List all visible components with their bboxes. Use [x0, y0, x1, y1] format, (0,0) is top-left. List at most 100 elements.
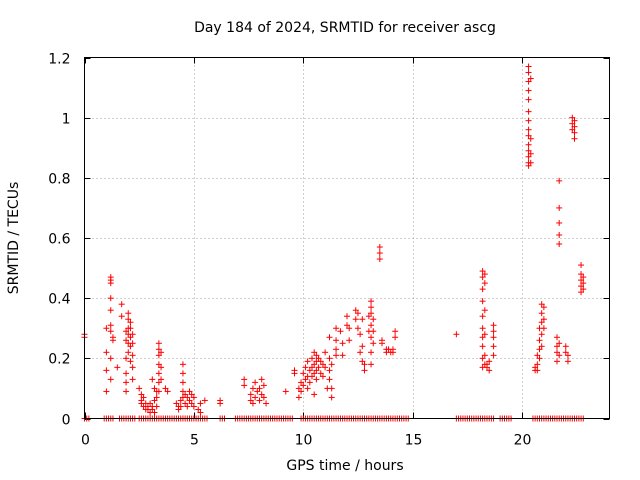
data-point — [123, 328, 130, 335]
data-point — [339, 340, 346, 347]
data-point — [479, 274, 486, 281]
data-point — [337, 328, 344, 335]
data-point — [103, 325, 110, 332]
data-point — [295, 394, 302, 401]
y-tick-label: 0.4 — [48, 292, 70, 308]
data-point — [179, 361, 186, 368]
y-tick-label: 0 — [62, 413, 71, 429]
y-tick-label: 0.6 — [48, 232, 70, 248]
data-point — [481, 331, 488, 338]
data-point — [326, 376, 333, 383]
data-point — [107, 295, 114, 302]
data-point — [306, 379, 313, 386]
data-point — [155, 346, 162, 353]
data-point — [304, 358, 311, 365]
data-point — [328, 394, 335, 401]
data-point — [370, 316, 377, 323]
data-point — [556, 340, 563, 347]
data-point — [249, 400, 256, 407]
data-point — [186, 397, 193, 404]
data-point — [525, 96, 532, 103]
x-tick-label: 5 — [190, 433, 199, 449]
data-point — [525, 117, 532, 124]
data-point — [177, 403, 184, 410]
data-point — [147, 400, 154, 407]
data-point — [155, 352, 162, 359]
data-point — [352, 307, 359, 314]
data-point — [538, 319, 545, 326]
data-point — [571, 129, 578, 136]
data-point — [525, 126, 532, 133]
data-point — [344, 313, 350, 320]
data-point — [339, 352, 346, 359]
data-point — [311, 361, 318, 368]
data-point — [536, 346, 543, 353]
data-point — [125, 316, 132, 323]
data-point — [256, 385, 263, 392]
data-point — [392, 328, 399, 335]
data-point — [538, 301, 545, 308]
data-point — [556, 219, 563, 226]
data-point — [490, 322, 497, 329]
y-axis-label: SRMTID / TECUs — [6, 182, 22, 295]
data-point — [184, 394, 191, 401]
data-point — [490, 334, 497, 341]
data-point — [569, 114, 576, 121]
data-point — [578, 289, 585, 296]
data-point — [107, 307, 114, 314]
data-point — [155, 379, 162, 386]
data-point — [247, 391, 254, 398]
data-point — [540, 304, 547, 311]
data-point — [282, 388, 289, 395]
data-point — [481, 280, 488, 287]
data-point — [580, 274, 587, 281]
data-point — [311, 391, 318, 398]
data-point — [151, 409, 158, 416]
data-point — [129, 364, 136, 371]
data-point — [525, 132, 532, 139]
data-point — [190, 403, 197, 410]
data-point — [140, 394, 147, 401]
x-tick-label: 20 — [514, 433, 532, 449]
data-point — [256, 397, 263, 404]
data-point — [247, 397, 254, 404]
data-point — [569, 126, 576, 133]
data-point — [107, 280, 114, 287]
data-point — [184, 403, 191, 410]
data-point — [311, 349, 318, 356]
data-point — [173, 400, 180, 407]
data-point — [315, 364, 322, 371]
data-point — [319, 361, 326, 368]
data-point — [357, 349, 364, 356]
data-point — [578, 277, 585, 284]
data-point — [540, 325, 547, 332]
data-point — [197, 400, 204, 407]
data-point — [580, 280, 587, 287]
data-point — [311, 370, 318, 377]
data-point — [479, 286, 486, 293]
data-point — [354, 325, 361, 332]
data-point — [103, 349, 110, 356]
data-point — [481, 271, 488, 278]
data-point — [578, 271, 585, 278]
data-point — [127, 334, 134, 341]
data-point — [534, 367, 541, 374]
data-point — [328, 385, 335, 392]
data-point — [352, 316, 359, 323]
data-point — [525, 78, 532, 85]
data-point — [534, 352, 541, 359]
data-point — [346, 337, 353, 344]
data-point — [319, 373, 326, 380]
data-point — [123, 355, 130, 362]
data-point — [538, 331, 545, 338]
data-point — [317, 370, 324, 377]
data-point — [479, 343, 486, 350]
data-point — [370, 340, 377, 347]
data-point — [190, 394, 197, 401]
data-point — [129, 352, 136, 359]
axis-ticks — [84, 57, 610, 420]
data-point — [370, 328, 377, 335]
data-point — [326, 334, 333, 341]
data-point — [107, 355, 114, 362]
data-point — [359, 316, 366, 323]
